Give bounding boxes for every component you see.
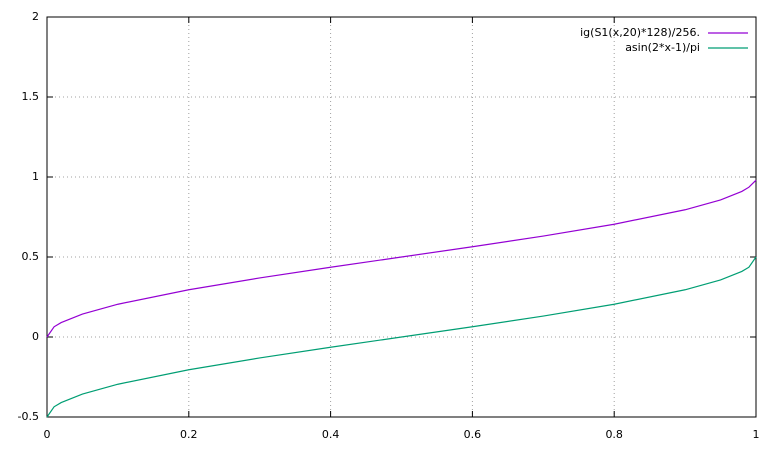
series-line xyxy=(46,256,757,418)
x-tick-label: 0.6 xyxy=(464,428,482,441)
series-line xyxy=(46,179,757,338)
x-tick-label: 0.2 xyxy=(180,428,198,441)
y-tick-label: -0.5 xyxy=(18,410,39,423)
plot-border xyxy=(46,16,757,418)
legend-label: ig(S1(x,20)*128)/256. xyxy=(580,26,700,39)
x-tick-label: 0.8 xyxy=(605,428,623,441)
x-tick-label: 1 xyxy=(753,428,760,441)
y-tick-label: 1.5 xyxy=(22,90,40,103)
y-tick-label: 2 xyxy=(32,10,39,23)
y-tick-label: 0.5 xyxy=(22,250,40,263)
legend-label: asin(2*x-1)/pi xyxy=(625,41,700,54)
x-tick-label: 0 xyxy=(44,428,51,441)
y-tick-label: 0 xyxy=(32,330,39,343)
x-tick-label: 0.4 xyxy=(322,428,340,441)
y-tick-label: 1 xyxy=(32,170,39,183)
